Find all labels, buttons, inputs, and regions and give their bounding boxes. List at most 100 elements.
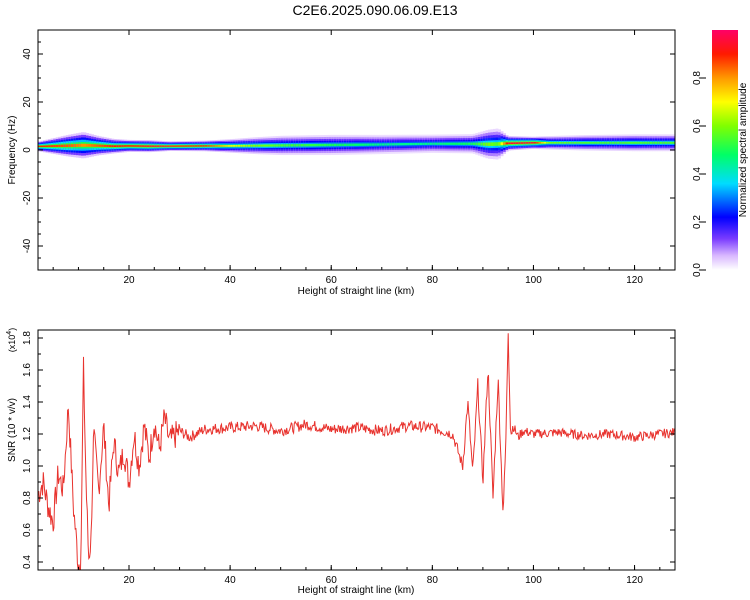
spectrogram-cell — [308, 143, 312, 147]
spectrogram-cell — [553, 141, 557, 144]
spectrogram-cell — [523, 142, 527, 144]
spectrogram-cell — [594, 141, 598, 144]
spectrogram-cell — [444, 142, 448, 145]
spectrogram-cell — [414, 142, 418, 146]
spectrogram-cell — [662, 141, 666, 144]
spectrogram-cell — [409, 142, 413, 146]
colorbar-tick-label: 0.0 — [692, 263, 703, 277]
spectrogram-cell — [432, 142, 436, 145]
spectrogram-cell — [93, 144, 97, 147]
spectrogram-cell — [290, 144, 294, 147]
spectrogram-cell — [184, 145, 188, 147]
spectrogram-cell — [129, 145, 132, 147]
spectrogram-cell — [404, 143, 408, 146]
spectrogram-cell — [359, 143, 362, 146]
spectrogram-cell — [664, 141, 668, 144]
spectrogram-cell — [386, 143, 390, 146]
spectrogram-cell — [161, 145, 165, 147]
spectrogram-cell — [407, 142, 410, 146]
spectrogram-cell — [394, 143, 398, 146]
spectrogram-cell — [634, 141, 638, 144]
spectrogram-cell — [65, 144, 69, 147]
spectrogram-cell — [192, 145, 196, 147]
x-tick-label: 100 — [525, 275, 542, 286]
spectrogram-cell — [576, 141, 580, 144]
spectrogram-cell — [214, 145, 218, 147]
spectrogram-cell — [356, 143, 360, 146]
snr-series-line — [38, 333, 675, 570]
spectrogram-cell — [518, 142, 522, 144]
spectrogram-cell — [452, 142, 456, 145]
spectrogram-y-axis: -40 -20 0 20 40 — [22, 29, 675, 271]
spectrogram-x-axis: 20 40 60 80 100 120 — [52, 30, 661, 286]
spectrogram-cell — [336, 143, 340, 147]
spectrogram-cell — [563, 141, 567, 144]
spectrogram-cell — [174, 145, 178, 147]
spectrogram-cell — [131, 145, 135, 147]
spectrogram-cell — [55, 144, 59, 147]
spectrogram-cell — [606, 141, 610, 144]
spectrogram-cell — [250, 144, 254, 147]
spectrogram-cell — [303, 144, 307, 147]
spectrogram-cell — [252, 144, 256, 147]
spectrogram-cell — [333, 143, 337, 147]
spectrogram-cell — [419, 142, 423, 146]
colorbar-tick-label: 0.2 — [692, 215, 703, 229]
spectrogram-cell — [361, 143, 365, 146]
snr-panel: 20 40 60 80 100 120 0.40.60.81.01.21.41.61.8 … — [6, 328, 676, 596]
spectrogram-cell — [149, 145, 153, 147]
figure-title: C2E6.2025.090.06.09.E13 — [292, 2, 458, 18]
spectrogram-cell — [295, 144, 299, 147]
spectrogram-cell — [626, 141, 630, 144]
spectrogram-cell — [78, 143, 82, 147]
snr-y-scale-note: (x104) — [6, 328, 17, 352]
spectrogram-cell — [609, 141, 613, 144]
spectrogram-cell — [103, 144, 107, 147]
spectrogram-cell — [556, 141, 560, 144]
spectrogram-cell — [166, 145, 170, 147]
spectrogram-cell — [513, 142, 517, 144]
spectrogram-cell — [225, 145, 228, 147]
spectrogram-cell — [470, 142, 474, 145]
spectrogram-cell — [573, 141, 577, 144]
spectrogram-cell — [460, 142, 464, 145]
colorbar: 0.0 0.2 0.4 0.6 0.8 Normalized spectral ampl… — [692, 30, 749, 277]
spectrogram-band — [38, 128, 675, 160]
spectrogram-cell — [649, 141, 653, 144]
spectrogram-cell — [38, 145, 41, 147]
spectrogram-cell — [434, 142, 438, 145]
spectrogram-cell — [156, 145, 160, 147]
y-tick-label: 0.4 — [22, 555, 33, 569]
spectrogram-cell — [212, 145, 216, 147]
spectrogram-cell — [659, 141, 663, 144]
spectrogram-cell — [396, 143, 400, 146]
snr-y-scale-base: (x10 — [7, 335, 17, 353]
spectrogram-panel: 20 40 60 80 100 120 -40 -20 0 20 40 Height of str… — [7, 29, 676, 297]
spectrogram-cell — [242, 144, 246, 147]
x-tick-label: 80 — [427, 275, 439, 286]
spectrogram-y-axis-label: Frequency (Hz) — [7, 116, 18, 185]
spectrogram-cell — [285, 144, 289, 147]
spectrogram-cell — [288, 144, 292, 147]
spectrogram-cell — [268, 144, 271, 147]
spectrogram-cell — [412, 142, 416, 146]
spectrogram-cell — [260, 144, 264, 147]
snr-y-axis: 0.4 0.6 0.8 1.0 1.2 1.4 1.6 1.8 — [22, 331, 675, 569]
spectrogram-cell — [341, 143, 345, 147]
spectrogram-cell — [465, 142, 469, 145]
spectrogram-cell — [472, 142, 476, 145]
spectrogram-cell — [447, 142, 451, 145]
spectrogram-cell — [371, 143, 375, 146]
y-tick-label: 1.2 — [22, 427, 33, 441]
spectrogram-cell — [53, 145, 57, 147]
spectrogram-cell — [642, 141, 646, 144]
spectrogram-cell — [96, 144, 100, 147]
spectrogram-cell — [86, 143, 89, 147]
spectrogram-cell — [533, 142, 537, 144]
spectrogram-cell — [346, 143, 350, 146]
spectrogram-cell — [40, 145, 44, 147]
spectrogram-cell — [240, 144, 244, 147]
spectrogram-cell — [508, 142, 512, 145]
spectrogram-cell — [50, 145, 54, 147]
spectrogram-cell — [328, 143, 332, 147]
